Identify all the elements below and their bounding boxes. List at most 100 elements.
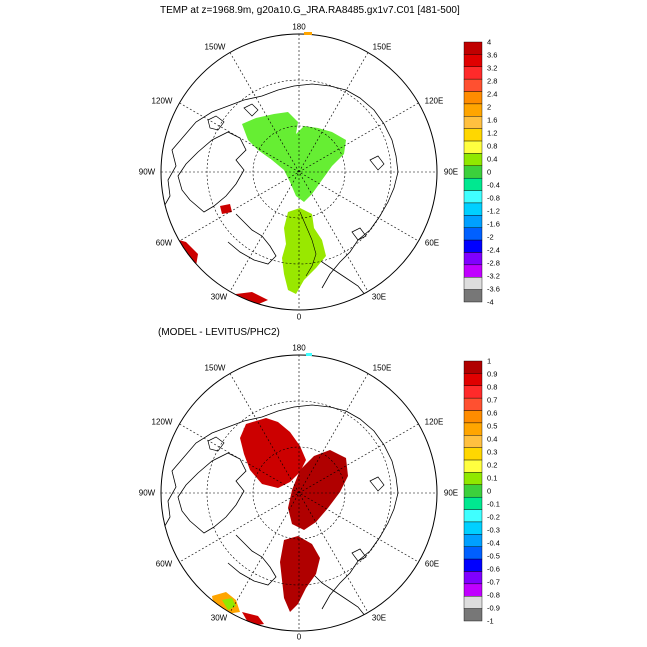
colorbar-tick-label: -0.5 <box>487 551 500 561</box>
colorbar-swatch <box>463 484 483 498</box>
temp-fill-region <box>242 112 346 202</box>
colorbar-tick-label: 0.2 <box>487 460 498 470</box>
lon-label-top-180: 180 <box>292 22 306 32</box>
land-coastline-europe <box>227 534 277 586</box>
colorbar-tick-label: 0.5 <box>487 421 498 431</box>
colorbar-tick-label: -3.2 <box>487 271 500 281</box>
land-island <box>351 227 367 241</box>
colorbar-swatch <box>463 66 483 80</box>
colorbar-tick-label: -2 <box>487 232 494 242</box>
colorbar-swatch <box>463 422 483 436</box>
colorbar-swatch <box>463 277 483 290</box>
colorbar-tick-label: 1.6 <box>487 115 498 125</box>
colorbar-tick-label: 0.4 <box>487 434 498 444</box>
land-coastline-greenland <box>177 452 247 534</box>
land-island <box>243 103 259 117</box>
top-polar-map <box>160 32 438 311</box>
colorbar-swatch <box>463 177 483 191</box>
colorbar-tick-label: -1.2 <box>487 206 500 216</box>
lon-label-top-120e: 120E <box>424 96 444 106</box>
lon-label-bottom-180: 180 <box>292 343 306 353</box>
colorbar-tick-label: -2.4 <box>487 245 500 255</box>
colorbar-swatch <box>463 608 483 622</box>
temp-fill-edge <box>168 238 198 266</box>
colorbar-tick-label: -0.4 <box>487 538 500 548</box>
colorbar-tick-label: -0.8 <box>487 590 500 600</box>
colorbar-tick-label: -0.1 <box>487 499 500 509</box>
lon-label-top-90w: 90W <box>138 167 156 177</box>
colorbar-swatch <box>463 202 483 216</box>
colorbar-tick-label: -0.8 <box>487 193 500 203</box>
bottom-polar-map <box>160 353 438 632</box>
colorbar-tick-label: -1 <box>487 616 494 626</box>
colorbar-tick-label: 0.7 <box>487 395 498 405</box>
colorbar-tick-label: 0.1 <box>487 473 498 483</box>
colorbar-swatch <box>463 558 483 572</box>
colorbar-swatch <box>463 103 483 117</box>
colorbar-tick-label: 4 <box>487 37 492 47</box>
lon-label-top-90e: 90E <box>443 167 459 177</box>
colorbar-swatch <box>463 140 483 154</box>
top-map-title: TEMP at z=1968.9m, g20a10.G_JRA.RA8485.g… <box>160 5 460 16</box>
land-island <box>369 476 385 492</box>
anomaly-fill-region <box>280 536 320 612</box>
anomaly-fill-edge <box>242 612 264 626</box>
colorbar-tick-label: 2.8 <box>487 76 498 86</box>
colorbar-tick-label: 0.4 <box>487 154 498 164</box>
anomaly-fill-region <box>288 450 348 530</box>
lon-label-bottom-90e: 90E <box>443 488 459 498</box>
lon-label-bottom-120w: 120W <box>151 417 173 427</box>
lon-label-bottom-120e: 120E <box>424 417 444 427</box>
colorbar-tick-label: 0.8 <box>487 382 498 392</box>
temp-fill-edge <box>236 292 268 306</box>
colorbar-tick-label: -4 <box>487 297 494 307</box>
colorbar-swatch <box>463 496 483 510</box>
colorbar-tick-label: 1 <box>487 356 492 366</box>
colorbar-tick-label: 3.2 <box>487 63 498 73</box>
anomaly-fill-region <box>240 418 306 488</box>
colorbar-swatch <box>463 78 483 92</box>
colorbar-swatch <box>463 190 483 204</box>
lon-label-bottom-60e: 60E <box>424 559 440 569</box>
colorbar-tick-label: -0.6 <box>487 564 500 574</box>
land-island <box>207 436 225 452</box>
colorbar-tick-label: 0.3 <box>487 447 498 457</box>
colorbar-tick-label: 3.6 <box>487 50 498 60</box>
colorbar-tick-label: 2.4 <box>487 89 498 99</box>
lon-label-bottom-90w: 90W <box>138 488 156 498</box>
colorbar-swatch <box>463 596 483 609</box>
colorbar-swatch <box>463 534 483 547</box>
colorbar-swatch <box>463 459 483 473</box>
colorbar-tick-label: -3.6 <box>487 284 500 294</box>
colorbar-swatch <box>463 385 483 399</box>
bottom-map-title: (MODEL - LEVITUS/PHC2) <box>158 327 280 338</box>
colorbar-swatch <box>463 410 483 424</box>
colorbar-top <box>463 41 483 303</box>
colorbar-swatch <box>463 583 483 597</box>
colorbar-swatch <box>463 239 483 253</box>
land-island <box>207 115 225 131</box>
colorbar-tick-label: 0.6 <box>487 408 498 418</box>
temp-fill-region <box>282 208 326 294</box>
lon-label-bottom-60w: 60W <box>155 559 173 569</box>
colorbar-tick-label: -0.3 <box>487 525 500 535</box>
colorbar-swatch <box>463 435 483 448</box>
lon-label-top-60e: 60E <box>424 238 440 248</box>
land-coastline-siberia <box>321 89 399 289</box>
colorbar-swatch <box>463 289 483 303</box>
land-coastline-norway <box>311 572 367 628</box>
colorbar-tick-label: 2 <box>487 102 492 112</box>
colorbar-bottom <box>463 360 483 622</box>
colorbar-swatch <box>463 447 483 461</box>
colorbar-swatch <box>463 521 483 535</box>
colorbar-tick-label: -0.2 <box>487 512 500 522</box>
colorbar-swatch <box>463 472 483 486</box>
colorbar-swatch <box>463 153 483 167</box>
land-coastline-siberia <box>321 410 399 610</box>
lon-label-top-30w: 30W <box>210 292 228 302</box>
colorbar-tick-label: -2.8 <box>487 258 500 268</box>
land-coastline-canada <box>161 83 347 211</box>
colorbar-swatch <box>463 128 483 142</box>
lon-label-top-0: 0 <box>296 312 302 322</box>
lon-label-bottom-0: 0 <box>296 632 302 642</box>
